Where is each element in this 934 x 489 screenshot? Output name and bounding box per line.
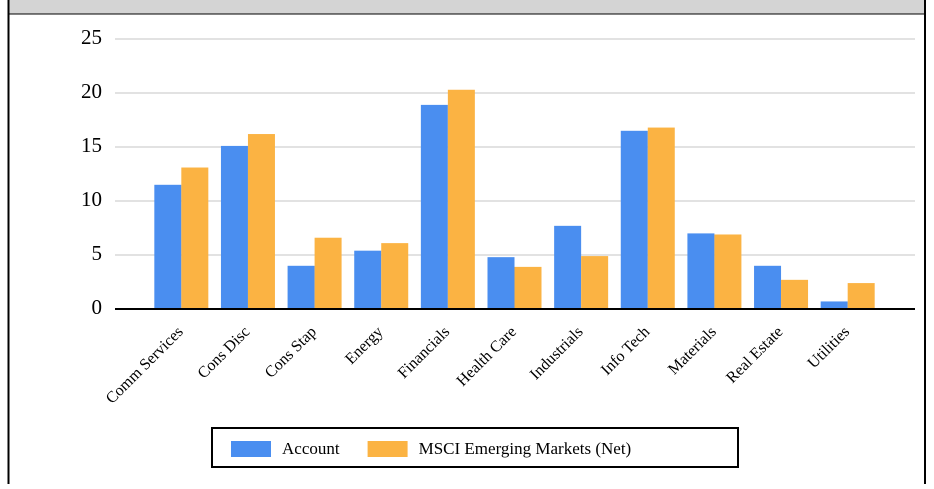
x-tick-label: Utilities bbox=[805, 323, 853, 371]
legend-label: Account bbox=[282, 439, 340, 458]
legend-label: MSCI Emerging Markets (Net) bbox=[419, 439, 632, 458]
x-tick-label: Info Tech bbox=[598, 323, 653, 378]
bar bbox=[287, 265, 315, 309]
x-tick-label: Financials bbox=[395, 323, 454, 382]
bar bbox=[381, 243, 409, 309]
bar bbox=[420, 104, 448, 309]
legend-swatch bbox=[231, 441, 271, 457]
y-tick-label: 5 bbox=[92, 241, 103, 265]
x-tick-label: Cons Disc bbox=[195, 323, 254, 382]
bar bbox=[847, 283, 875, 309]
bar bbox=[714, 234, 742, 309]
y-tick-label: 20 bbox=[81, 79, 102, 103]
x-tick-label: Industrials bbox=[527, 323, 587, 383]
header-bar bbox=[8, 0, 925, 14]
bar bbox=[647, 127, 675, 309]
bar bbox=[354, 250, 382, 309]
y-tick-label: 10 bbox=[81, 187, 102, 211]
bar bbox=[514, 266, 542, 309]
x-tick-label: Real Estate bbox=[723, 323, 786, 386]
bar bbox=[781, 279, 809, 309]
x-tick-label: Comm Services bbox=[103, 323, 187, 407]
bar bbox=[220, 145, 248, 309]
bar bbox=[247, 134, 275, 309]
bar bbox=[487, 257, 515, 309]
bar bbox=[581, 256, 609, 309]
x-tick-label: Cons Stap bbox=[262, 323, 320, 381]
y-tick-label: 0 bbox=[92, 295, 103, 319]
bar bbox=[314, 237, 342, 309]
bar bbox=[554, 225, 582, 309]
bar bbox=[181, 167, 209, 309]
x-tick-label: Energy bbox=[342, 323, 386, 367]
bar bbox=[154, 184, 182, 309]
y-tick-label: 15 bbox=[81, 133, 102, 157]
bar bbox=[447, 89, 475, 309]
bar bbox=[754, 265, 782, 309]
bar bbox=[820, 301, 848, 309]
x-tick-label: Health Care bbox=[454, 323, 520, 389]
legend-box bbox=[211, 427, 739, 468]
bar bbox=[687, 233, 715, 309]
y-tick-label: 25 bbox=[81, 25, 102, 49]
legend-swatch bbox=[367, 441, 408, 457]
bar bbox=[620, 130, 648, 309]
x-tick-label: Materials bbox=[665, 323, 720, 378]
